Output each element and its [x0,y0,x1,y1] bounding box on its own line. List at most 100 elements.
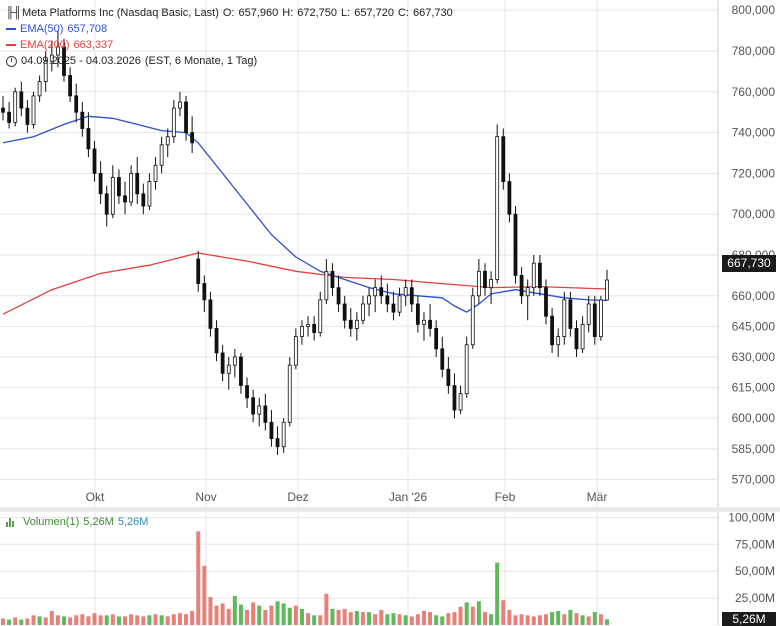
candle [452,373,457,419]
candle-body [300,325,304,337]
clock-icon [6,55,17,67]
candle-body [507,181,512,215]
volume-bar [135,615,140,625]
candle [92,140,97,182]
volume-bar [263,609,268,625]
volume-bar [318,615,323,625]
candle-body [31,95,36,125]
x-tick-label: Dez [287,490,308,504]
candle [80,102,85,137]
volume-bar [43,617,48,625]
volume-bar [25,618,30,625]
candle [74,83,79,123]
candle-body [1,107,5,113]
candle-body [190,132,195,144]
volume-bar [312,615,317,625]
candle-body [452,385,457,411]
y-tick-label: 800,000 [732,3,776,17]
volume-bar [80,614,85,625]
volume-bar [116,616,121,625]
x-tick-label: Nov [195,490,216,504]
volume-bar [574,613,579,625]
volume-bar [550,612,555,625]
volume-tick-label: 25,00M [735,591,775,605]
candle [422,312,426,341]
candle [507,173,512,223]
candle [13,87,18,127]
legend-ema50-row: EMA(50) 657,708 [6,21,457,37]
candle [342,295,347,329]
candle-body [62,46,66,76]
volume-bar [68,617,73,625]
volume-bar [537,615,542,625]
y-tick-label: 615,000 [732,381,776,395]
candle-body [202,283,207,301]
candle [525,279,530,321]
legend-ema200-row: EMA(200) 663,337 [6,37,457,53]
volume-bar [37,616,42,625]
chart-grid [0,0,718,625]
volume-label: Volumen(1) [23,516,80,528]
candle-body [409,287,414,305]
candle-body [251,397,256,415]
candle [367,287,371,317]
candle-body [141,193,146,207]
ema200-label: EMA(200) [20,39,70,51]
candle-body [361,303,365,321]
candle-body [220,352,225,374]
open-value: 657,960 [238,7,279,19]
candle-body [495,136,500,280]
candle-body [74,95,79,113]
last-volume-badge: 5,26M [722,612,776,626]
x-tick-label: Okt [86,490,105,504]
ema50-swatch [6,28,16,30]
y-tick-label: 780,000 [732,44,776,58]
candle [336,275,341,313]
volume-bar [62,616,67,625]
volume-bar [562,614,567,625]
volume-bar [373,614,378,625]
volume-bar [324,593,329,625]
candle-body [196,258,201,284]
volume-bar [293,605,298,625]
y-tick-label: 660,000 [732,289,776,303]
y-tick-label: 645,000 [732,319,776,333]
candle-body [86,128,91,150]
volume-bar [208,597,213,625]
candle-body [159,144,164,166]
ema50-label: EMA(50) [20,23,64,35]
candle-body [537,262,542,289]
open-label: O: [222,7,235,19]
volume-bar [586,616,591,625]
candle-body [165,136,170,146]
volume-bar [220,603,225,625]
candle [68,67,73,102]
candle-body [13,91,18,123]
candle [129,165,134,207]
candlestick-icon: ╟╢ [6,7,22,19]
volume-bar [13,617,18,625]
volume-bar [476,601,481,625]
volume-bar [543,614,548,625]
candle [470,287,475,349]
candle-body [544,287,548,317]
volume-bars-icon [6,517,18,527]
volume-bar [7,619,12,625]
candle [483,263,487,296]
candle [324,259,329,304]
volume-bar [141,616,146,625]
candle [135,157,140,204]
candle-body [257,405,262,415]
candle [330,263,335,296]
candle [306,316,310,337]
candle-body [110,177,115,215]
candle [361,295,365,325]
volume-bar [495,562,500,625]
candle [373,279,378,313]
volume-bar [501,600,506,625]
y-tick-label: 600,000 [732,411,776,425]
candle-body [428,319,432,329]
candle [123,181,127,215]
candle-body [379,287,384,297]
